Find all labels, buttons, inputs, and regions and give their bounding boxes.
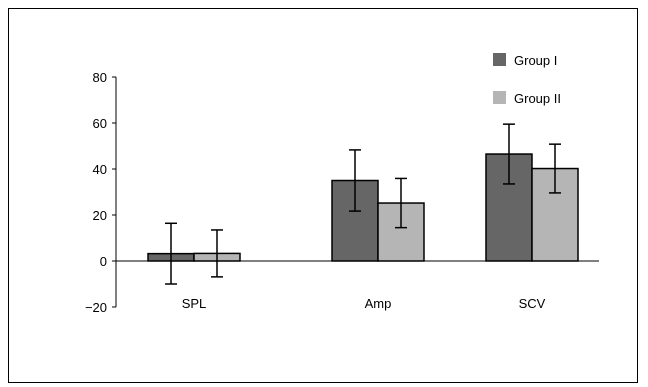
legend: Group I Group II	[493, 53, 561, 106]
error-bars	[165, 123, 561, 285]
legend-label: Group I	[514, 53, 557, 68]
y-tick-label: 20	[93, 208, 107, 223]
y-tick-label: −20	[85, 300, 107, 315]
y-tick-label: 40	[93, 162, 107, 177]
category-label: SCV	[519, 296, 546, 311]
legend-swatch	[493, 53, 506, 66]
category-label: SPL	[182, 296, 207, 311]
bar-chart: 80 60 40 20 0 −20 SPL Amp SCV Group I Group II	[85, 53, 599, 315]
y-tick-label: 80	[93, 70, 107, 85]
x-axis: SPL Amp SCV	[116, 260, 599, 311]
chart-frame: 80 60 40 20 0 −20 SPL Amp SCV Group I Group II	[8, 8, 638, 383]
legend-swatch	[493, 91, 506, 104]
category-label: Amp	[365, 296, 392, 311]
y-tick-label: 60	[93, 116, 107, 131]
bars	[147, 153, 579, 262]
legend-label: Group II	[514, 91, 561, 106]
y-tick-label: 0	[100, 254, 107, 269]
y-axis: 80 60 40 20 0 −20	[85, 70, 117, 315]
